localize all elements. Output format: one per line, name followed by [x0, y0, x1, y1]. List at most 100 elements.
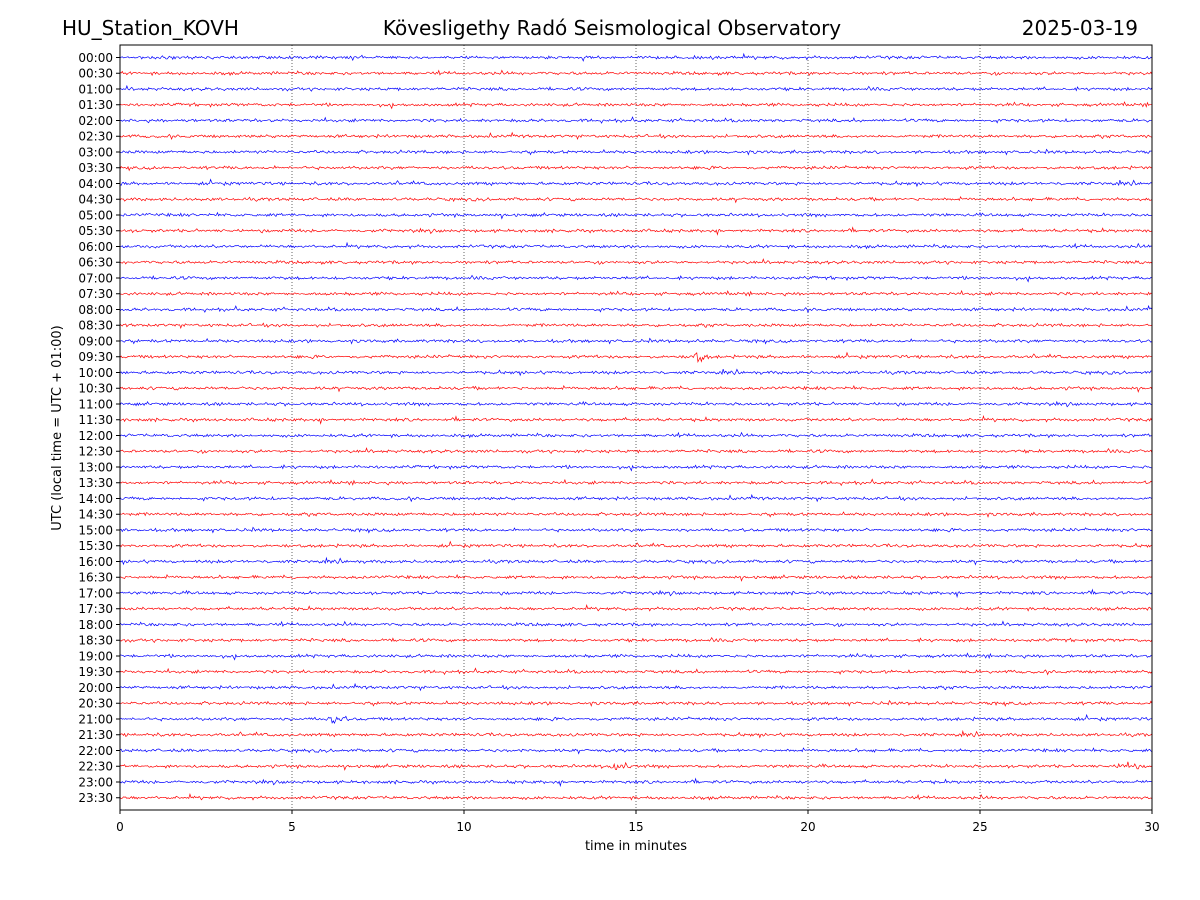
- x-tick-label-5: 5: [288, 820, 296, 834]
- y-tick-label-1630: 16:30: [78, 571, 113, 585]
- trace-2000: [119, 682, 1153, 692]
- trace-2130: [119, 729, 1153, 739]
- seismic-traces: [119, 52, 1153, 801]
- y-tick-label-1030: 10:30: [78, 382, 113, 396]
- trace-1300: [119, 464, 1153, 472]
- trace-0600: [119, 241, 1153, 250]
- y-tick-label-0900: 09:00: [78, 334, 113, 348]
- trace-0200: [119, 116, 1153, 124]
- trace-2030: [119, 699, 1153, 707]
- trace-0830: [119, 322, 1153, 330]
- y-tick-label-1230: 12:30: [78, 445, 113, 459]
- trace-1730: [119, 603, 1153, 612]
- y-tick-label-2130: 21:30: [78, 728, 113, 742]
- y-tick-label-1700: 17:00: [78, 586, 113, 600]
- trace-0430: [119, 196, 1153, 204]
- trace-1530: [119, 540, 1153, 549]
- y-tick-label-1100: 11:00: [78, 397, 113, 411]
- trace-1230: [119, 447, 1153, 454]
- trace-0100: [119, 84, 1153, 92]
- trace-0930: [119, 351, 1153, 363]
- trace-1400: [119, 493, 1153, 503]
- trace-1330: [119, 478, 1153, 487]
- trace-2200: [119, 747, 1153, 755]
- trace-2300: [119, 777, 1153, 788]
- y-tick-label-2300: 23:00: [78, 775, 113, 789]
- y-tick-label-1600: 16:00: [78, 555, 113, 569]
- x-axis-label: time in minutes: [585, 839, 687, 854]
- y-tick-label-2200: 22:00: [78, 744, 113, 758]
- y-tick-label-0200: 02:00: [78, 114, 113, 128]
- y-tick-label-0830: 08:30: [78, 319, 113, 333]
- trace-1200: [119, 431, 1153, 439]
- trace-1830: [119, 636, 1153, 644]
- trace-1930: [119, 667, 1153, 676]
- trace-0030: [119, 69, 1153, 77]
- y-tick-label-1300: 13:00: [78, 460, 113, 474]
- trace-1000: [119, 368, 1153, 377]
- trace-0700: [119, 274, 1153, 283]
- trace-1700: [119, 588, 1153, 599]
- y-tick-label-0730: 07:30: [78, 287, 113, 301]
- y-tick-label-2230: 22:30: [78, 760, 113, 774]
- x-axis-ticks: 0 5 10 15 20 25 30: [116, 810, 1160, 834]
- y-tick-label-0500: 05:00: [78, 208, 113, 222]
- y-tick-label-1430: 14:30: [78, 508, 113, 522]
- y-tick-label-0930: 09:30: [78, 350, 113, 364]
- y-tick-label-1500: 15:00: [78, 523, 113, 537]
- y-tick-label-0530: 05:30: [78, 224, 113, 238]
- y-tick-label-1900: 19:00: [78, 649, 113, 663]
- trace-2100: [119, 713, 1153, 724]
- y-tick-label-0130: 01:30: [78, 98, 113, 112]
- y-tick-label-1930: 19:30: [78, 665, 113, 679]
- x-tick-label-30: 30: [1144, 820, 1159, 834]
- y-tick-label-2030: 20:30: [78, 697, 113, 711]
- trace-1630: [119, 573, 1153, 582]
- trace-0500: [119, 211, 1153, 220]
- trace-1100: [119, 400, 1153, 408]
- y-tick-label-0330: 03:30: [78, 161, 113, 175]
- chart-title: Kövesligethy Radó Seismological Observat…: [382, 16, 842, 40]
- y-tick-label-0600: 06:00: [78, 240, 113, 254]
- x-tick-label-15: 15: [628, 820, 643, 834]
- trace-0530: [119, 226, 1153, 236]
- y-tick-label-2100: 21:00: [78, 712, 113, 726]
- y-tick-label-1730: 17:30: [78, 602, 113, 616]
- grid-lines: [291, 45, 981, 810]
- x-tick-label-0: 0: [116, 820, 124, 834]
- trace-0630: [119, 258, 1153, 266]
- trace-0900: [119, 337, 1153, 345]
- trace-0800: [119, 304, 1153, 314]
- y-tick-label-2000: 20:00: [78, 681, 113, 695]
- trace-0300: [119, 148, 1153, 156]
- y-tick-label-0000: 00:00: [78, 51, 113, 65]
- trace-0230: [119, 131, 1153, 141]
- x-tick-label-10: 10: [456, 820, 471, 834]
- trace-1130: [119, 415, 1153, 425]
- y-tick-label-0800: 08:00: [78, 303, 113, 317]
- chart-date: 2025-03-19: [1021, 16, 1138, 40]
- y-tick-label-0300: 03:00: [78, 145, 113, 159]
- y-tick-label-0030: 00:30: [78, 67, 113, 81]
- y-tick-label-0400: 04:00: [78, 177, 113, 191]
- x-tick-label-25: 25: [972, 820, 987, 834]
- y-tick-label-0100: 01:00: [78, 82, 113, 96]
- trace-1800: [119, 620, 1153, 628]
- trace-0130: [119, 101, 1153, 110]
- y-tick-label-1330: 13:30: [78, 476, 113, 490]
- trace-0330: [119, 164, 1153, 172]
- y-axis-label: UTC (local time = UTC + 01:00): [50, 325, 65, 530]
- trace-2230: [119, 761, 1153, 771]
- y-tick-label-0230: 02:30: [78, 130, 113, 144]
- y-tick-label-1830: 18:30: [78, 634, 113, 648]
- y-tick-label-1800: 18:00: [78, 618, 113, 632]
- station-name: HU_Station_KOVH: [62, 16, 239, 40]
- trace-0000: [119, 52, 1153, 62]
- trace-2330: [119, 792, 1153, 801]
- trace-1500: [119, 526, 1153, 534]
- y-tick-label-0700: 07:00: [78, 271, 113, 285]
- trace-1030: [119, 384, 1153, 393]
- trace-0400: [119, 178, 1153, 188]
